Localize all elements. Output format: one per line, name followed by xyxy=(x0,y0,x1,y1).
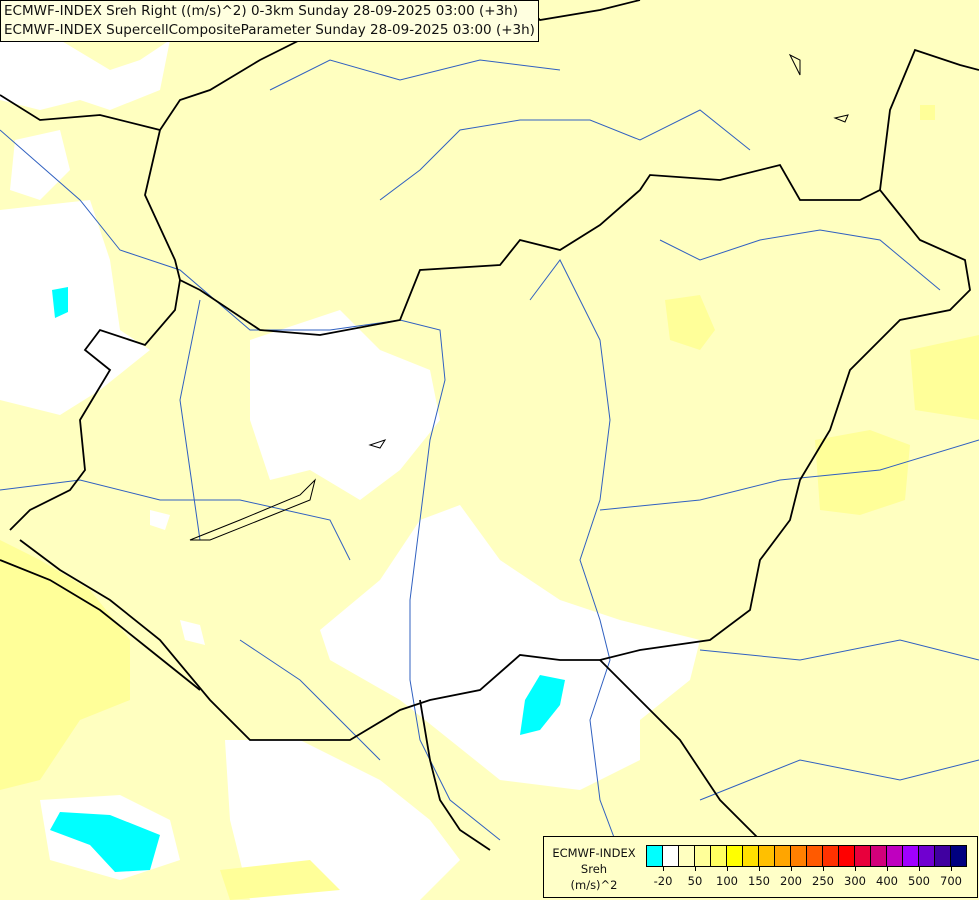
legend-tick-mark xyxy=(695,866,696,871)
legend-swatch xyxy=(695,846,711,866)
legend-swatch xyxy=(791,846,807,866)
legend-swatch xyxy=(759,846,775,866)
legend-swatch xyxy=(727,846,743,866)
legend-tick-label: 250 xyxy=(812,874,834,888)
legend-tick-mark xyxy=(663,866,664,871)
legend-tick-label: 400 xyxy=(876,874,898,888)
legend-swatch xyxy=(711,846,727,866)
legend-model: ECMWF-INDEX xyxy=(552,846,636,860)
legend-tick-label: 100 xyxy=(716,874,738,888)
legend-tick-mark xyxy=(951,866,952,871)
moderate-areas xyxy=(0,105,979,900)
map-title-line-2: ECMWF-INDEX SupercellCompositeParameter … xyxy=(4,22,535,38)
legend-swatch xyxy=(903,846,919,866)
legend-swatch xyxy=(887,846,903,866)
legend-tick-label: -20 xyxy=(653,874,673,888)
legend-tick-label: 300 xyxy=(844,874,866,888)
negative-areas xyxy=(50,287,565,872)
legend-swatch xyxy=(823,846,839,866)
legend-variable: Sreh xyxy=(580,862,608,876)
legend-swatch xyxy=(775,846,791,866)
legend-tick-mark xyxy=(919,866,920,871)
map-title-line-1: ECMWF-INDEX Sreh Right ((m/s)^2) 0-3km S… xyxy=(4,3,518,19)
legend-unit: (m/s)^2 xyxy=(570,878,618,892)
legend-tick-label: 200 xyxy=(780,874,802,888)
legend-tick-mark xyxy=(855,866,856,871)
legend-swatch xyxy=(679,846,695,866)
legend-swatch xyxy=(919,846,935,866)
legend-swatch xyxy=(743,846,759,866)
legend-swatch xyxy=(935,846,951,866)
lakes xyxy=(189,53,849,541)
legend-tick-label: 500 xyxy=(908,874,930,888)
borders xyxy=(0,0,979,851)
legend-swatch xyxy=(871,846,887,866)
legend-tick-label: 700 xyxy=(940,874,962,888)
legend-swatch xyxy=(855,846,871,866)
legend-swatch xyxy=(951,846,966,866)
legend-tick-mark xyxy=(887,866,888,871)
legend-label: ECMWF-INDEX Sreh (m/s)^2 xyxy=(544,845,644,893)
legend-color-bar xyxy=(646,845,967,867)
color-legend: ECMWF-INDEX Sreh (m/s)^2 -20 50 100 150 200 2… xyxy=(543,836,978,898)
legend-tick-mark xyxy=(759,866,760,871)
rivers xyxy=(0,59,979,881)
legend-tick-mark xyxy=(727,866,728,871)
legend-tick-label: 150 xyxy=(748,874,770,888)
legend-tick-mark xyxy=(791,866,792,871)
legend-swatch xyxy=(663,846,679,866)
map-title-box: ECMWF-INDEX Sreh Right ((m/s)^2) 0-3km S… xyxy=(0,0,539,42)
legend-tick-label: 50 xyxy=(687,874,703,888)
legend-swatch xyxy=(647,846,663,866)
legend-swatch xyxy=(807,846,823,866)
legend-tick-mark xyxy=(823,866,824,871)
legend-swatch xyxy=(839,846,855,866)
